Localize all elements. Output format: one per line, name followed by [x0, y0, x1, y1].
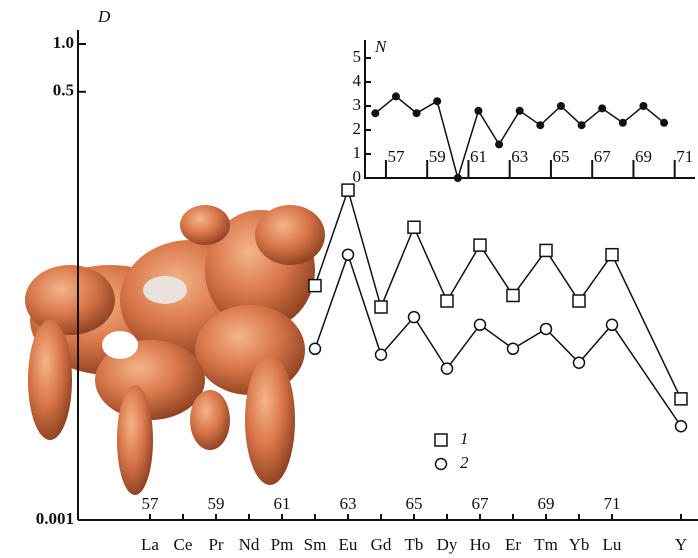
- x-number-label: 67: [472, 494, 490, 513]
- legend-label: 2: [460, 453, 469, 472]
- marker: [572, 294, 586, 308]
- marker: [572, 356, 586, 369]
- x-number-label: 65: [406, 494, 423, 513]
- marker: [506, 342, 520, 356]
- x-category-label: Y: [675, 535, 687, 554]
- inset-marker: [639, 102, 648, 110]
- inset-marker: [453, 174, 462, 182]
- inset-marker: [556, 102, 565, 110]
- marker: [506, 288, 520, 303]
- x-category-label: Ce: [174, 535, 193, 554]
- marker: [473, 238, 487, 252]
- inset-x-tick-label: 59: [429, 147, 446, 166]
- marker: [440, 362, 454, 375]
- x-category-label: Sm: [304, 535, 327, 554]
- x-category-label: Dy: [437, 535, 458, 554]
- copper-photo: [25, 205, 325, 495]
- marker: [407, 310, 421, 324]
- marker: [374, 300, 388, 314]
- y-tick-label: 1.0: [53, 33, 74, 52]
- inset-marker: [660, 118, 669, 127]
- y-tick-label: 0.5: [53, 81, 74, 100]
- inset-marker: [371, 109, 380, 118]
- inset-y-tick-label: 2: [353, 119, 362, 138]
- inset-x-tick-label: 57: [387, 147, 405, 166]
- inset-marker: [536, 121, 545, 130]
- inset-x-tick-label: 67: [594, 147, 612, 166]
- marker: [308, 278, 322, 293]
- x-category-label: Eu: [339, 535, 358, 554]
- x-category-label: Tb: [405, 535, 424, 554]
- x-number-label: 57: [142, 494, 160, 513]
- marker: [341, 183, 355, 197]
- inset-y-tick-label: 0: [353, 167, 362, 186]
- series-line: [314, 252, 682, 427]
- inset-y-tick-label: 1: [353, 143, 362, 162]
- inset-y-tick-label: 3: [353, 95, 362, 114]
- x-number-label: 59: [208, 494, 225, 513]
- marker: [341, 248, 355, 261]
- marker: [605, 318, 619, 332]
- inset-marker: [391, 92, 400, 101]
- inset-marker: [433, 97, 442, 106]
- legend-marker: [434, 457, 448, 471]
- inset-y-tick-label: 4: [353, 71, 362, 90]
- marker: [539, 243, 553, 258]
- y-tick-label: 0.001: [36, 509, 74, 528]
- x-number-label: 71: [604, 494, 621, 513]
- inset-y-tick-label: 5: [353, 47, 362, 66]
- marker: [473, 318, 487, 332]
- x-number-label: 69: [538, 494, 555, 513]
- x-category-label: Nd: [239, 535, 260, 554]
- x-category-label: Pr: [208, 535, 223, 554]
- x-category-label: La: [141, 535, 159, 554]
- inset-x-tick-label: 69: [635, 147, 652, 166]
- inset-marker: [412, 109, 421, 118]
- marker: [674, 392, 688, 406]
- marker: [308, 342, 322, 356]
- x-category-label: Gd: [371, 535, 392, 554]
- marker: [539, 322, 553, 336]
- marker: [674, 419, 688, 433]
- marker: [440, 294, 454, 308]
- inset-x-tick-label: 61: [470, 147, 487, 166]
- y-axis-label: D: [97, 7, 111, 26]
- series-line: [314, 187, 682, 400]
- x-category-label: Ho: [470, 535, 491, 554]
- legend-label: 1: [460, 429, 469, 448]
- x-number-label: 61: [274, 494, 291, 513]
- legend-marker: [434, 433, 448, 447]
- inset-marker: [495, 140, 504, 149]
- inset-x-tick-label: 65: [552, 147, 569, 166]
- inset-marker: [598, 104, 607, 113]
- marker: [407, 220, 421, 234]
- inset-y-axis-label: N: [374, 37, 388, 56]
- x-category-label: Er: [505, 535, 521, 554]
- x-category-label: Lu: [603, 535, 622, 554]
- x-category-label: Pm: [271, 535, 294, 554]
- inset-marker: [474, 106, 483, 115]
- inset-marker: [618, 118, 627, 127]
- marker: [374, 348, 388, 362]
- x-category-label: Yb: [569, 535, 590, 554]
- inset-marker: [577, 121, 586, 130]
- inset-marker: [515, 106, 524, 115]
- inset-x-tick-label: 63: [511, 147, 528, 166]
- x-number-label: 63: [340, 494, 357, 513]
- x-category-label: Tm: [534, 535, 558, 554]
- inset-x-tick-label: 71: [676, 147, 693, 166]
- marker: [605, 247, 619, 262]
